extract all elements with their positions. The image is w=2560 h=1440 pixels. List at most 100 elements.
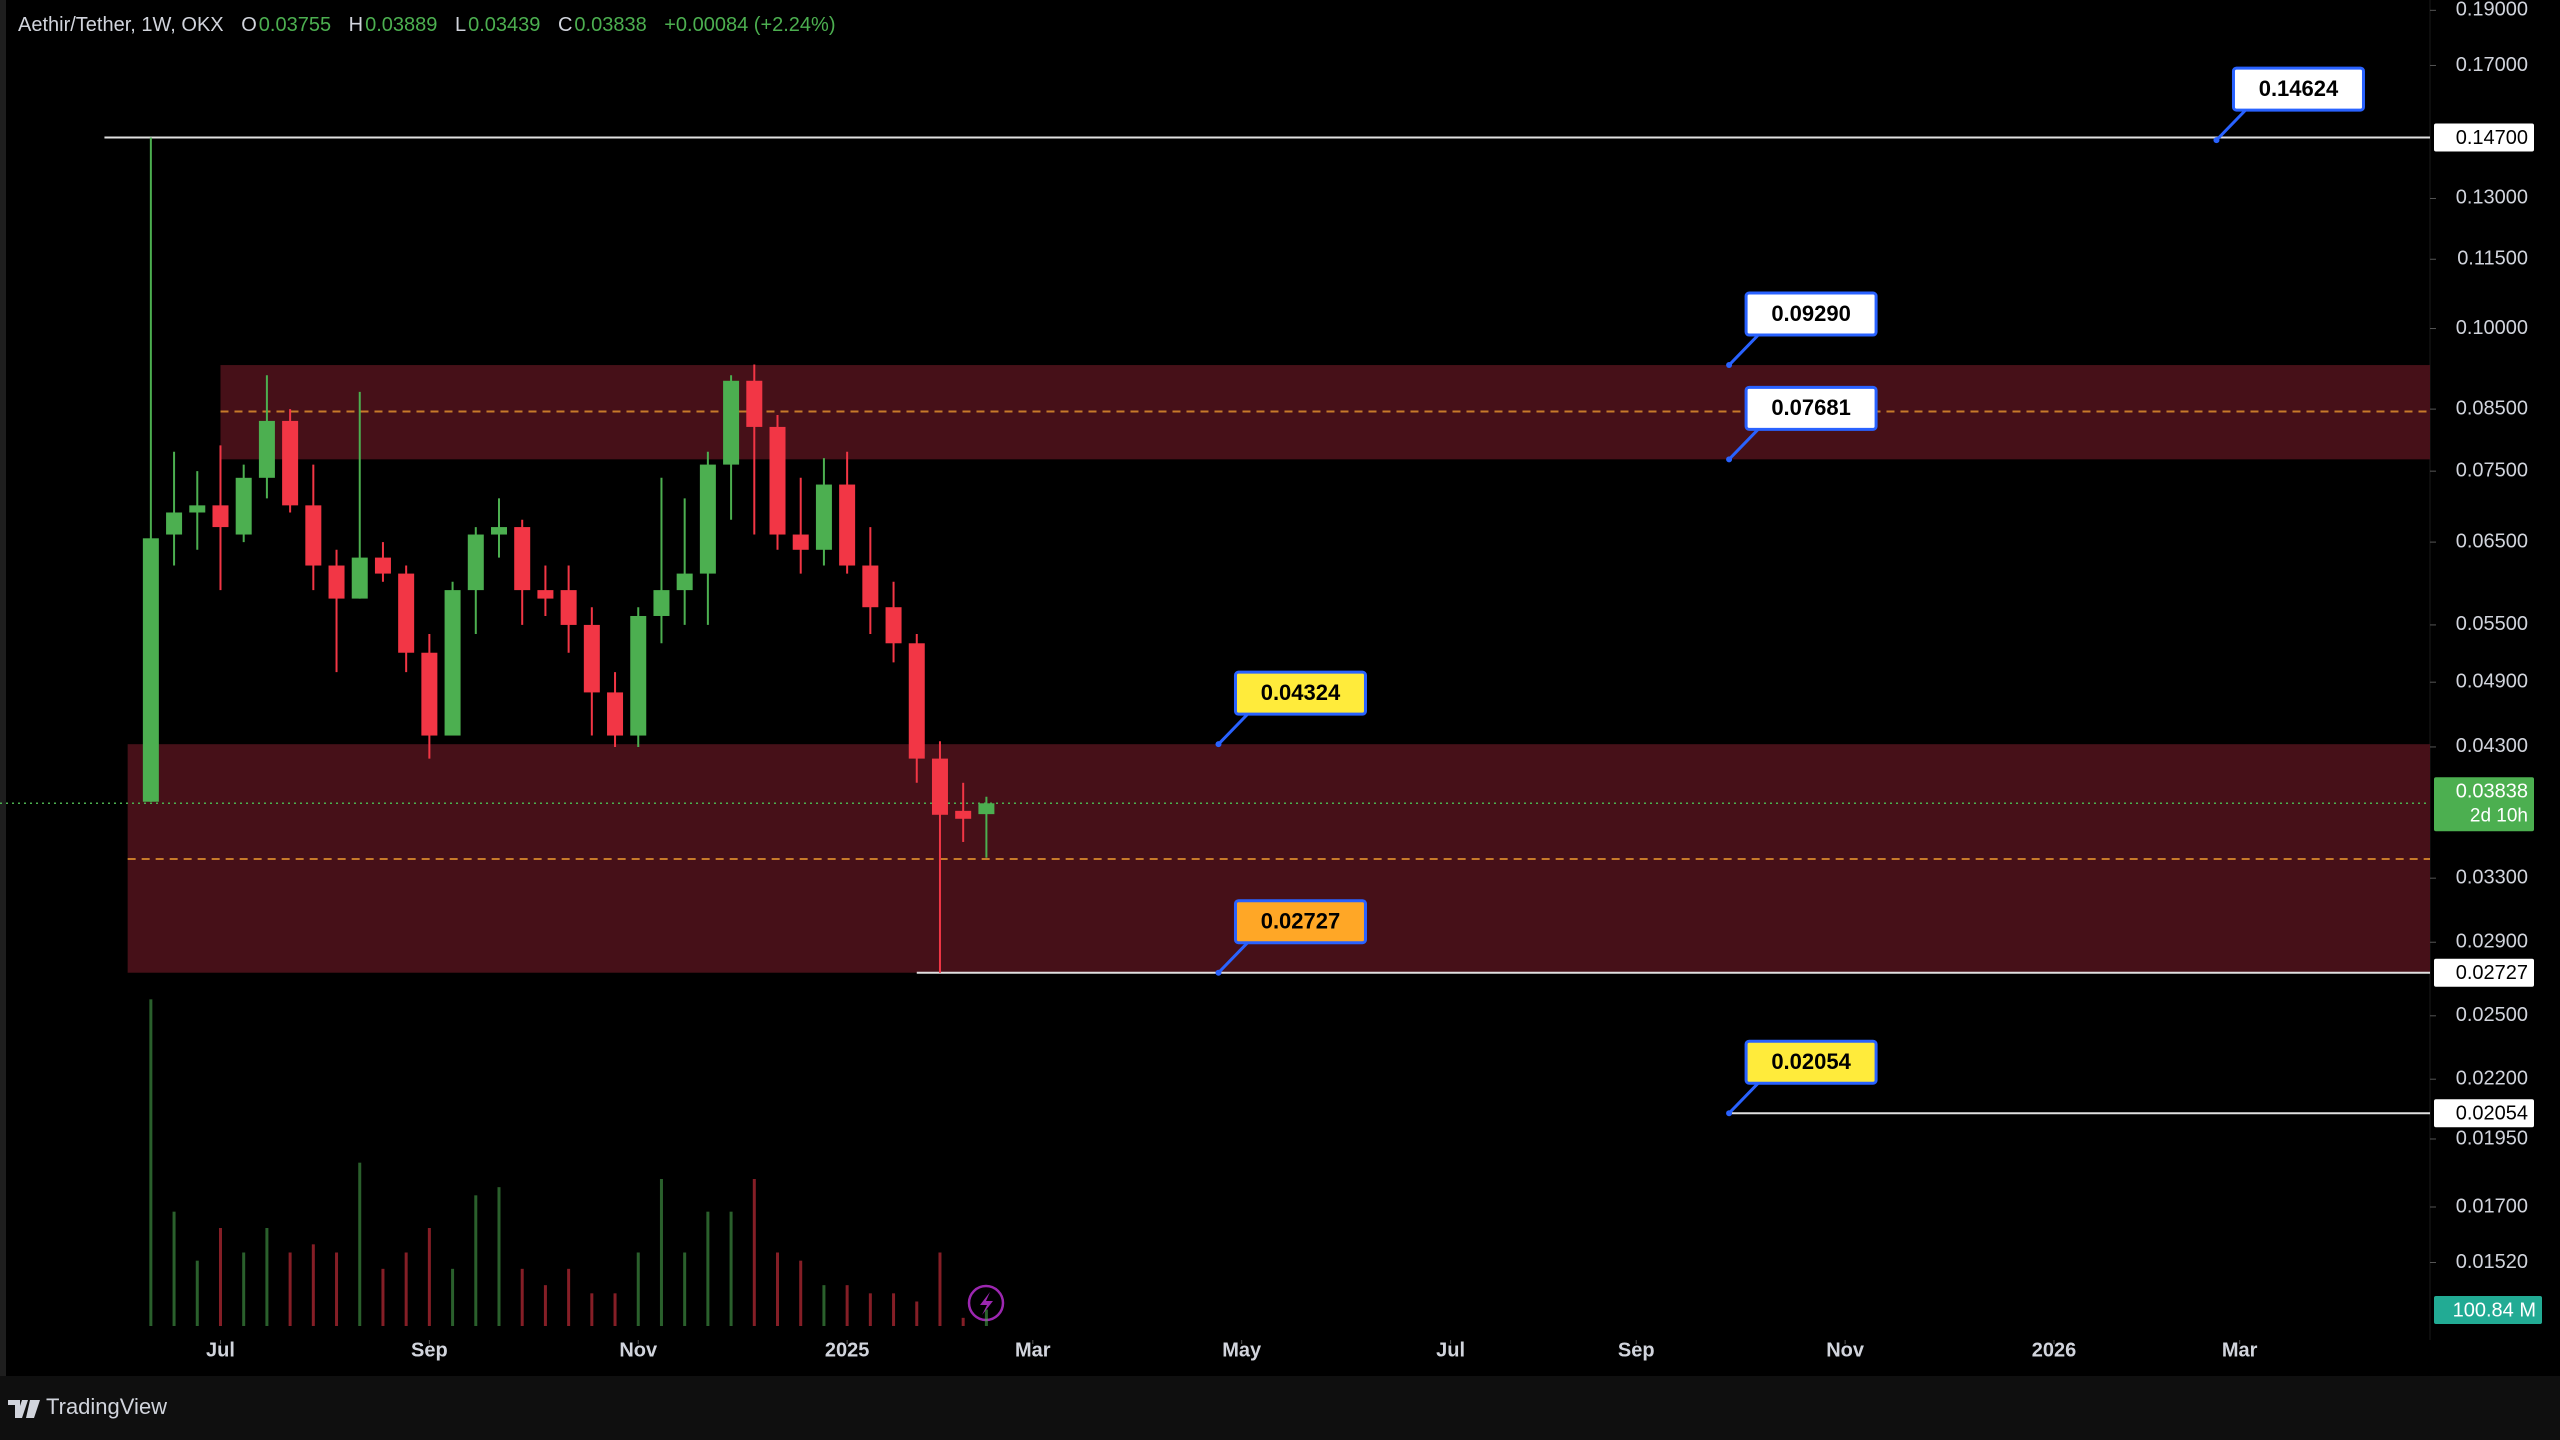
callout-label: 0.04324 <box>1261 680 1341 705</box>
candle-body <box>467 534 484 591</box>
y-tick-label: 0.07500 <box>2456 459 2528 481</box>
countdown-label: 2d 10h <box>2470 805 2528 826</box>
candle-body <box>653 590 670 616</box>
axis-price-box <box>2434 1099 2534 1128</box>
x-tick-label: Sep <box>411 1339 448 1361</box>
callout-label: 0.02054 <box>1771 1049 1851 1074</box>
y-tick-label: 0.02200 <box>2456 1067 2528 1089</box>
volume-bar <box>706 1211 710 1326</box>
y-tick-label: 0.11500 <box>2457 248 2528 270</box>
callout-box <box>2231 66 2365 112</box>
volume-bar <box>984 1309 988 1326</box>
y-tick-label: 0.02900 <box>2456 931 2528 953</box>
volume-bar <box>311 1244 315 1326</box>
volume-bar <box>868 1293 872 1326</box>
callout-box <box>1233 670 1367 716</box>
candle-body <box>862 565 879 608</box>
candle-body <box>815 484 832 550</box>
callout-box <box>1233 899 1367 945</box>
candle-body <box>792 534 809 550</box>
logo-icon <box>8 1400 40 1418</box>
callout-pointer <box>1728 331 1763 367</box>
candle-body <box>978 803 995 815</box>
ohlc-value: 0.03439 <box>468 14 541 36</box>
brand[interactable]: TradingView <box>46 1394 168 1419</box>
volume-bar <box>799 1260 803 1326</box>
chart: 0.19000 0.17000 0.13000 0.11500 0.10000 0.085… <box>0 0 2542 1376</box>
candle-body <box>398 573 415 653</box>
callout-box <box>1744 1039 1878 1085</box>
ohlc-value: 0.03889 <box>365 14 438 36</box>
volume-label: 100.84 M <box>2453 1299 2536 1321</box>
ohlc-key: H <box>348 14 364 36</box>
volume-bar <box>543 1285 547 1326</box>
x-tick-label: Mar <box>1015 1339 1051 1361</box>
candle-body <box>537 590 554 599</box>
callout-anchor <box>1726 456 1733 463</box>
candle-body <box>560 590 577 625</box>
candle-body <box>142 538 159 802</box>
volume-bar <box>218 1228 222 1326</box>
symbol-header: Aethir/Tether, 1W, OKX O 0.03755 H 0.03889… <box>18 14 848 37</box>
volume-bar <box>752 1179 756 1326</box>
candle-body <box>258 420 275 478</box>
volume-bar <box>961 1317 965 1326</box>
candle-body <box>212 505 229 528</box>
candle-body <box>282 420 299 506</box>
axis-price-label: 0.14700 <box>2456 127 2528 149</box>
candle-body <box>676 573 693 591</box>
x-tick-label: Jul <box>1436 1339 1465 1361</box>
volume-bar <box>288 1252 292 1326</box>
volume-bar <box>381 1268 385 1326</box>
callout-anchor <box>1215 741 1222 748</box>
volume-label-box <box>2434 1296 2542 1324</box>
volume-bar <box>172 1211 176 1326</box>
volume-bar <box>474 1195 478 1326</box>
event-bolt <box>980 1292 993 1315</box>
x-tick-label: 2026 <box>2032 1339 2077 1361</box>
volume-bar <box>335 1252 339 1326</box>
y-tick-label: 0.04300 <box>2456 735 2528 757</box>
candle-body <box>166 512 183 535</box>
candle-body <box>514 527 531 591</box>
axis-price-label: 0.02054 <box>2456 1103 2528 1125</box>
volume-bar <box>451 1268 455 1326</box>
volume-bar <box>776 1252 780 1326</box>
volume-bar <box>195 1260 199 1326</box>
candle-body <box>769 426 786 535</box>
change: +0.00084 (+2.24%) <box>664 14 836 36</box>
y-tick-label: 0.17000 <box>2456 54 2528 76</box>
volume-bar <box>358 1162 362 1326</box>
axis-price-box <box>2434 958 2534 987</box>
candle-body <box>699 464 716 574</box>
y-tick-label: 0.08500 <box>2456 397 2528 419</box>
candle-body <box>723 380 740 465</box>
ohlc-value: 0.03838 <box>574 14 647 36</box>
volume-bar <box>404 1252 408 1326</box>
callout-anchor <box>2213 137 2220 144</box>
callout-pointer <box>1217 938 1252 974</box>
footer-bar: TradingView <box>0 1376 2560 1440</box>
candle-body <box>421 652 438 736</box>
candle-body <box>955 810 972 819</box>
volume-bar <box>149 999 153 1326</box>
ohlc-key: C <box>557 14 573 36</box>
volume-bar <box>892 1293 896 1326</box>
volume-bar <box>613 1293 617 1326</box>
callout-box <box>1744 385 1878 431</box>
y-tick-label: 0.03300 <box>2456 866 2528 888</box>
x-tick-label: May <box>1222 1339 1262 1361</box>
x-tick-label: Mar <box>2222 1339 2258 1361</box>
candle-body <box>839 484 856 566</box>
callout-label: 0.02727 <box>1261 909 1341 934</box>
candle-body <box>607 692 624 736</box>
candle-body <box>490 527 507 535</box>
callout-pointer <box>1217 710 1252 746</box>
candle-body <box>328 565 345 599</box>
y-tick-label: 0.01700 <box>2456 1195 2528 1217</box>
symbol[interactable]: Aethir/Tether, 1W, OKX <box>18 14 224 36</box>
x-tick-label: 2025 <box>825 1339 870 1361</box>
x-tick-label: Nov <box>1826 1339 1865 1361</box>
candle-body <box>746 380 763 427</box>
